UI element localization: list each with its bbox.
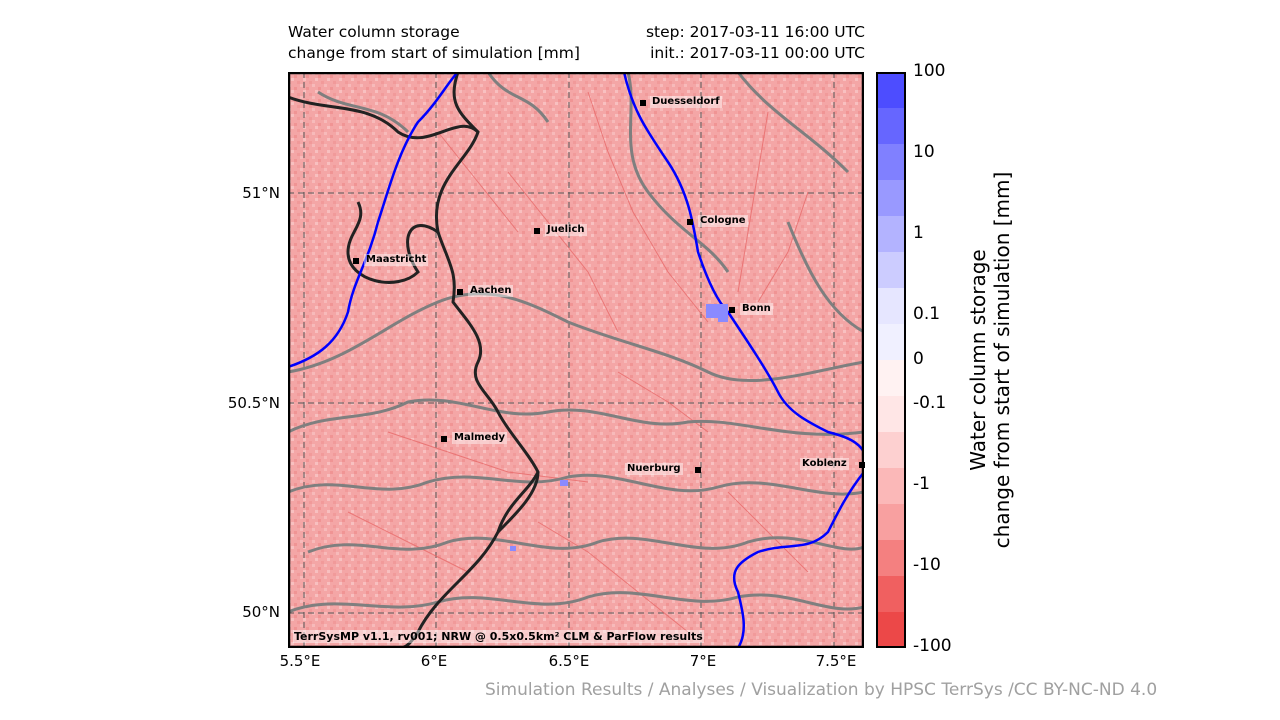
cb-label-0: 0 — [913, 349, 924, 369]
colorbar-segment — [876, 504, 906, 541]
city-label-aachen: Aachen — [468, 285, 514, 297]
lon-tick-7-5: 7.5°E — [815, 652, 857, 670]
colorbar-title-line1: Water column storage — [966, 249, 990, 471]
lat-tick-50: 50°N — [242, 603, 280, 621]
init-time: init.: 2017-03-11 00:00 UTC — [650, 44, 865, 62]
lon-tick-6-5: 6.5°E — [548, 652, 590, 670]
cb-label-1: 1 — [913, 223, 924, 243]
colorbar-segment — [876, 324, 906, 361]
colorbar-segment — [876, 252, 906, 289]
colorbar-segment — [876, 468, 906, 505]
city-dot-nuerburg — [695, 467, 701, 473]
colorbar-title-line2: change from start of simulation [mm] — [990, 171, 1014, 549]
colorbar-segment — [876, 72, 906, 109]
city-label-maastricht: Maastricht — [364, 254, 429, 266]
map-panel — [288, 72, 864, 648]
land-fill — [288, 72, 864, 648]
streams — [347, 91, 809, 633]
lon-tick-6: 6°E — [420, 652, 448, 670]
cb-label-100: 100 — [913, 61, 946, 81]
cb-label-neg-100: -100 — [913, 636, 952, 656]
lat-tick-51: 51°N — [242, 184, 280, 202]
footer-credit: Simulation Results / Analyses / Visualiz… — [485, 680, 1158, 700]
lon-tick-7: 7°E — [689, 652, 717, 670]
lon-tick-5-5: 5.5°E — [279, 652, 321, 670]
map-grid — [288, 72, 864, 648]
colorbar-segment — [876, 360, 906, 397]
map-title-line1: Water column storage — [288, 23, 460, 41]
cb-label-neg-1: -1 — [913, 474, 930, 494]
model-credit: TerrSysMP v1.1, rv001; NRW @ 0.5x0.5km² … — [293, 630, 704, 643]
terrain-contours — [288, 72, 864, 614]
colorbar-segment — [876, 576, 906, 613]
cb-label-0-1: 0.1 — [913, 304, 941, 324]
colorbar-segment — [876, 144, 906, 181]
city-dot-cologne — [687, 219, 693, 225]
city-dot-maastricht — [353, 258, 359, 264]
city-label-juelich: Juelich — [545, 224, 587, 236]
national-borders — [288, 72, 540, 648]
map-border — [288, 72, 864, 648]
city-dot-koblenz — [859, 462, 865, 468]
colorbar-segment — [876, 396, 906, 433]
colorbar-segment — [876, 540, 906, 577]
city-label-bonn: Bonn — [740, 303, 773, 315]
wet-patches — [510, 304, 728, 551]
city-label-koblenz: Koblenz — [800, 458, 849, 470]
cb-label-10: 10 — [913, 142, 935, 162]
colorbar-segment — [876, 612, 906, 648]
city-dot-bonn — [729, 307, 735, 313]
city-label-malmedy: Malmedy — [452, 432, 508, 444]
city-dot-aachen — [457, 289, 463, 295]
colorbar — [876, 72, 906, 648]
colorbar-segment — [876, 432, 906, 469]
map-title: Water column storage change from start o… — [288, 22, 580, 64]
colorbar-segment — [876, 180, 906, 217]
colorbar-segment — [876, 216, 906, 253]
colorbar-title: Water column storage change from start o… — [966, 172, 1014, 549]
colorbar-segment — [876, 108, 906, 145]
city-dot-malmedy — [441, 436, 447, 442]
lat-tick-50-5: 50.5°N — [227, 394, 280, 412]
time-info: step: 2017-03-11 16:00 UTC init.: 2017-0… — [646, 22, 865, 64]
city-label-cologne: Cologne — [698, 215, 748, 227]
city-label-duesseldorf: Duesseldorf — [650, 96, 722, 108]
city-label-nuerburg: Nuerburg — [625, 463, 683, 475]
cb-label-neg-10: -10 — [913, 555, 941, 575]
city-dot-duesseldorf — [640, 100, 646, 106]
city-dot-juelich — [534, 228, 540, 234]
step-time: step: 2017-03-11 16:00 UTC — [645, 23, 865, 41]
cb-label-neg-0-1: -0.1 — [913, 393, 947, 413]
colorbar-segment — [876, 288, 906, 325]
map-title-line2: change from start of simulation [mm] — [288, 44, 580, 62]
